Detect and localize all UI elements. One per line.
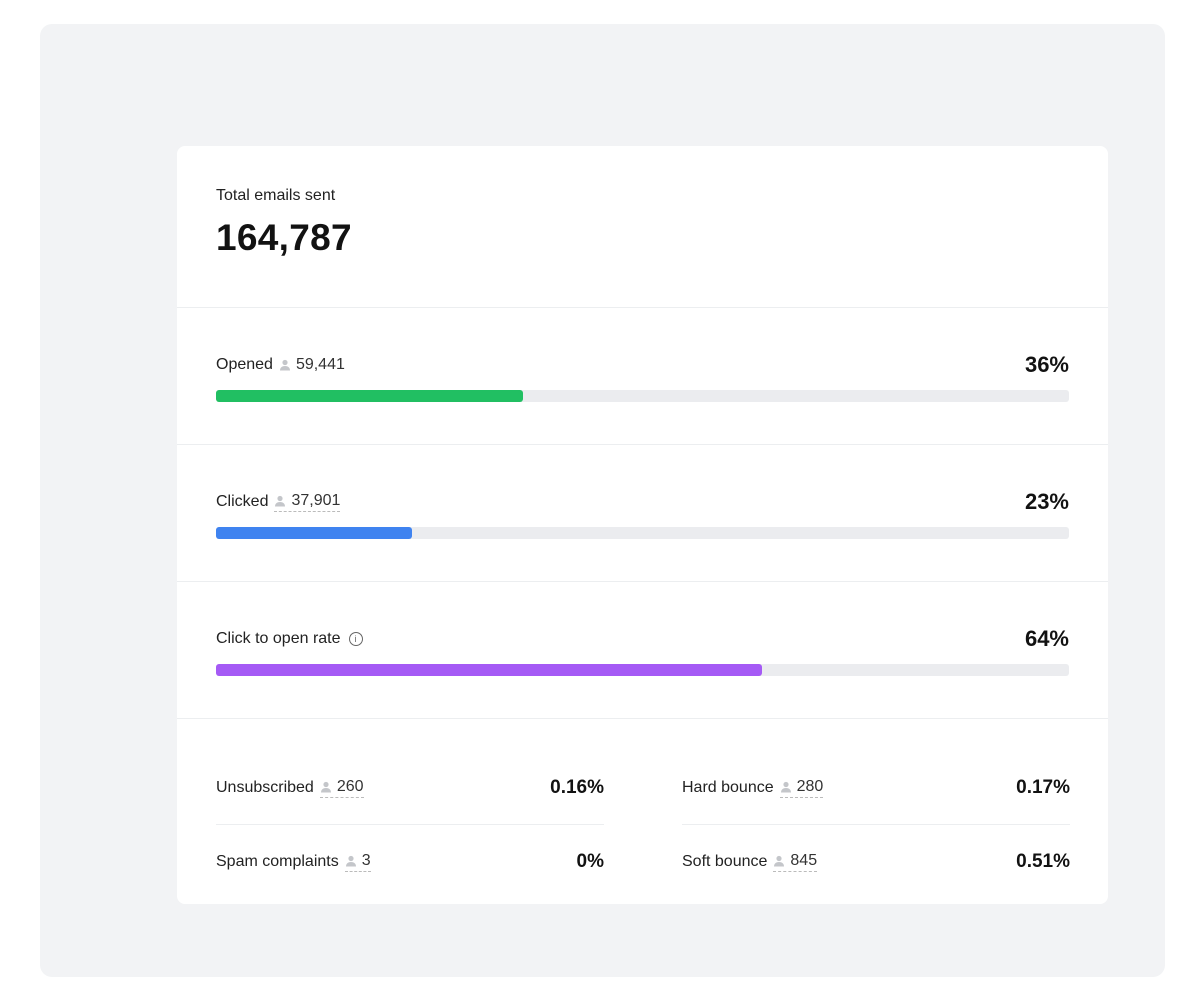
progress-fill — [216, 527, 413, 539]
metric-clicked: Clicked 37,901 23% — [177, 445, 1108, 582]
stat-unsubscribed: Unsubscribed 260 0.16% — [216, 751, 604, 825]
stat-hard-bounce: Hard bounce 280 0.17% — [682, 751, 1070, 825]
total-value: 164,787 — [216, 217, 352, 258]
secondary-stats: Unsubscribed 260 0.16% Hard bounce 280 0.1… — [177, 719, 1108, 899]
email-stats-card: Total emails sent 164,787 Opened 59,441 … — [177, 146, 1108, 904]
progress-track — [216, 527, 1069, 539]
count-value: 37,901 — [291, 492, 341, 509]
info-icon[interactable]: i — [348, 632, 363, 646]
stat-percent: 0.16% — [550, 776, 604, 798]
metric-percent: 64% — [1024, 626, 1069, 651]
count-value: 260 — [336, 777, 364, 795]
total-label: Total emails sent — [216, 187, 336, 204]
stat-soft-bounce: Soft bounce 845 0.51% — [682, 825, 1070, 899]
count-value: 59,441 — [295, 356, 345, 373]
clicked-count[interactable]: 37,901 — [274, 492, 341, 512]
person-icon — [780, 781, 791, 792]
progress-fill — [216, 390, 524, 402]
stat-count[interactable]: 260 — [319, 777, 364, 798]
metric-click-to-open: Click to open rate i 64% — [177, 582, 1108, 719]
stat-label: Soft bounce — [682, 853, 768, 870]
stat-percent: 0.51% — [1016, 851, 1070, 872]
metric-percent: 36% — [1024, 352, 1069, 377]
progress-track — [216, 390, 1069, 402]
count-value: 845 — [790, 852, 818, 869]
person-icon — [279, 359, 290, 371]
stat-count[interactable]: 3 — [344, 852, 371, 872]
person-icon — [320, 781, 331, 792]
count-value: 3 — [361, 852, 371, 869]
progress-fill — [216, 664, 762, 676]
metric-label: Clicked — [216, 493, 269, 510]
stat-count[interactable]: 845 — [773, 852, 818, 872]
person-icon — [275, 495, 286, 507]
stat-label: Spam complaints — [216, 853, 339, 870]
stat-spam-complaints: Spam complaints 3 0% — [216, 825, 604, 899]
stat-label: Unsubscribed — [216, 778, 314, 796]
person-icon — [345, 855, 356, 867]
stat-percent: 0% — [576, 851, 604, 872]
progress-track — [216, 664, 1069, 676]
metric-opened: Opened 59,441 36% — [177, 308, 1108, 445]
total-section: Total emails sent 164,787 — [177, 146, 1108, 308]
count-value: 280 — [796, 777, 824, 795]
metric-label: Click to open rate — [216, 630, 341, 647]
stat-percent: 0.17% — [1016, 776, 1070, 798]
background-panel: Total emails sent 164,787 Opened 59,441 … — [40, 24, 1165, 977]
metric-label: Opened — [216, 356, 273, 373]
stat-count[interactable]: 280 — [779, 777, 824, 798]
metric-percent: 23% — [1024, 489, 1069, 514]
stat-label: Hard bounce — [682, 778, 774, 796]
opened-count: 59,441 — [279, 356, 345, 374]
person-icon — [774, 855, 785, 867]
